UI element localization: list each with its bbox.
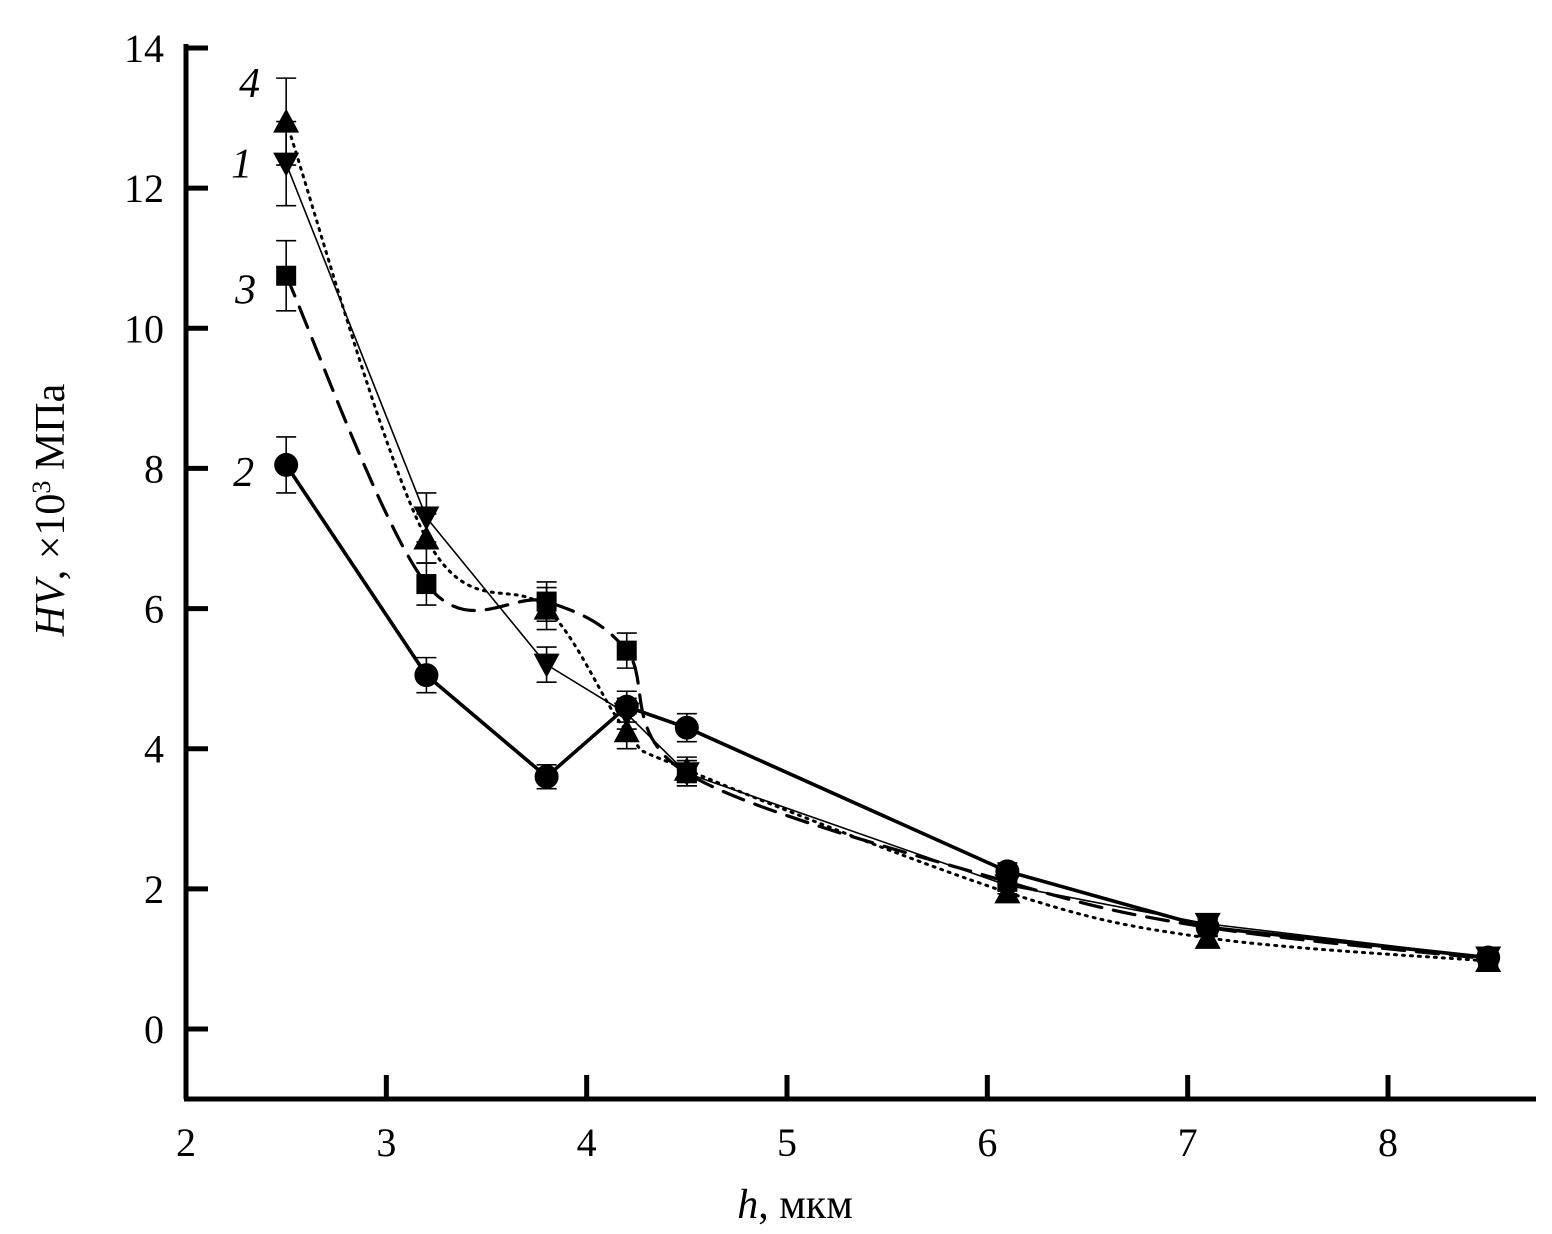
y-axis-exp: 3	[27, 481, 56, 494]
y-axis-rest: , ×10	[28, 494, 74, 581]
series-2-point	[414, 663, 439, 688]
series-4-point	[673, 756, 700, 781]
series-labels-layer: 4 1 3 2	[231, 61, 260, 496]
series-4-point	[1475, 948, 1502, 973]
x-tick-label: 5	[777, 1120, 797, 1165]
errorbars-layer	[276, 77, 1499, 969]
x-axis-title: h, мкм	[737, 1182, 853, 1228]
x-tick-label: 4	[577, 1120, 597, 1165]
markers-layer	[273, 108, 1502, 973]
series-1-label: 1	[231, 142, 252, 188]
y-tick-label: 6	[144, 587, 164, 632]
y-tick-label: 2	[144, 867, 164, 912]
series-3-point	[276, 265, 297, 286]
x-axis-var: h	[737, 1182, 758, 1228]
curves-layer	[284, 120, 1490, 963]
y-tick-label: 0	[144, 1007, 164, 1052]
series-2-label: 2	[233, 450, 254, 496]
series-2-point	[674, 715, 699, 740]
y-tick-label: 8	[144, 446, 164, 491]
series-2-line	[284, 463, 1489, 960]
y-tick-label: 4	[144, 727, 164, 772]
series-1-line	[285, 163, 1489, 959]
series-3-point	[616, 640, 637, 661]
x-tick-label: 8	[1378, 1120, 1398, 1165]
y-tick-label: 12	[124, 166, 164, 211]
series-2-point	[534, 764, 559, 789]
series-1-point	[273, 152, 300, 177]
series-2-point	[274, 452, 299, 477]
series-4-label: 4	[239, 61, 260, 107]
series-4-point	[1194, 924, 1221, 949]
y-tick-label: 14	[124, 26, 164, 71]
series-4-point	[413, 525, 440, 550]
series-4-point	[613, 718, 640, 743]
series-1-point	[413, 506, 440, 531]
series-1-point	[533, 653, 560, 678]
y-tick-label: 10	[124, 306, 164, 351]
y-axis-var: HV	[28, 576, 74, 637]
x-tick-label: 6	[977, 1120, 997, 1165]
x-tick-label: 3	[376, 1120, 396, 1165]
series-4-point	[533, 595, 560, 620]
y-axis-unit: МПа	[28, 383, 74, 480]
series-2-point	[614, 694, 639, 719]
axes-layer	[183, 44, 1536, 1102]
series-4-point	[273, 108, 300, 133]
series-4-point	[994, 879, 1021, 904]
x-tick-label: 7	[1178, 1120, 1198, 1165]
series-3-point	[416, 574, 437, 595]
series-4-line	[284, 120, 1490, 963]
x-axis-unit: , мкм	[758, 1182, 853, 1228]
series-3-label: 3	[234, 268, 256, 314]
series-3-line	[284, 274, 1490, 961]
y-axis-title: HV, ×103 МПа	[27, 383, 75, 637]
x-tick-label: 2	[176, 1120, 196, 1165]
